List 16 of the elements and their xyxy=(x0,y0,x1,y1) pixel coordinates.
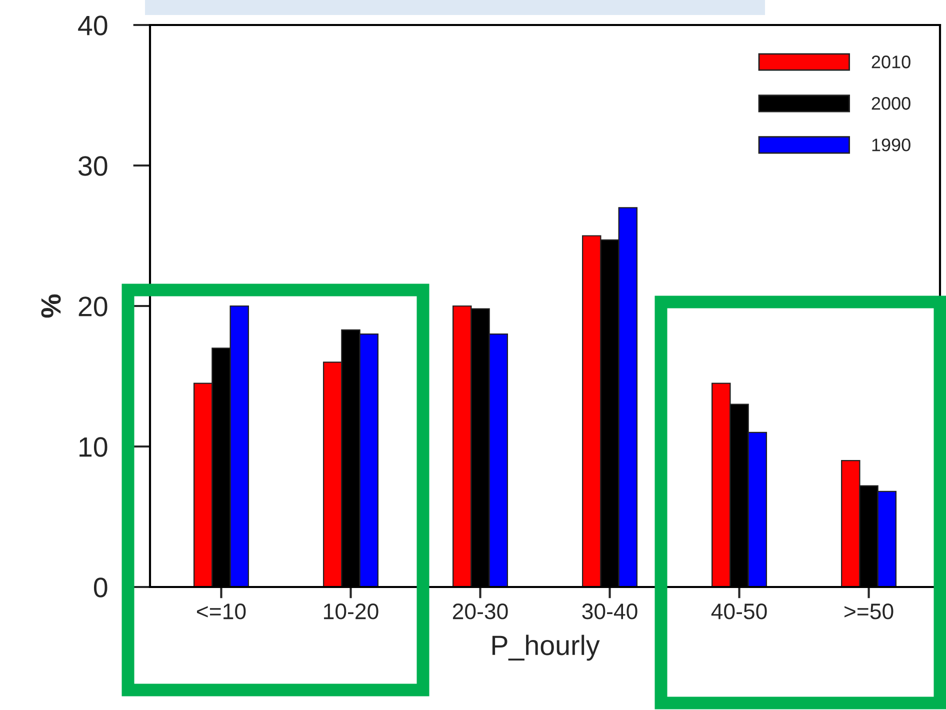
legend-label: 2000 xyxy=(872,97,910,110)
x-tick-label: <=10 xyxy=(196,604,246,620)
y-tick-label: 30 xyxy=(78,156,108,176)
y-tick-label: 20 xyxy=(78,296,108,316)
legend-label: 2010 xyxy=(872,56,910,68)
x-tick-label: 40-50 xyxy=(711,604,767,620)
y-tick-label: 10 xyxy=(80,437,108,457)
x-tick-label: >=50 xyxy=(844,604,894,620)
y-tick-label: 40 xyxy=(78,16,108,36)
y-tick-label: 0 xyxy=(94,578,108,598)
x-tick-label: 10-20 xyxy=(324,604,378,620)
y-axis-title: % xyxy=(41,294,61,318)
legend-label: 1990 xyxy=(872,138,910,152)
x-tick-label: 30-40 xyxy=(582,604,638,620)
x-axis-title: P_hourly xyxy=(492,634,600,661)
x-tick-label: 20-30 xyxy=(452,604,508,620)
